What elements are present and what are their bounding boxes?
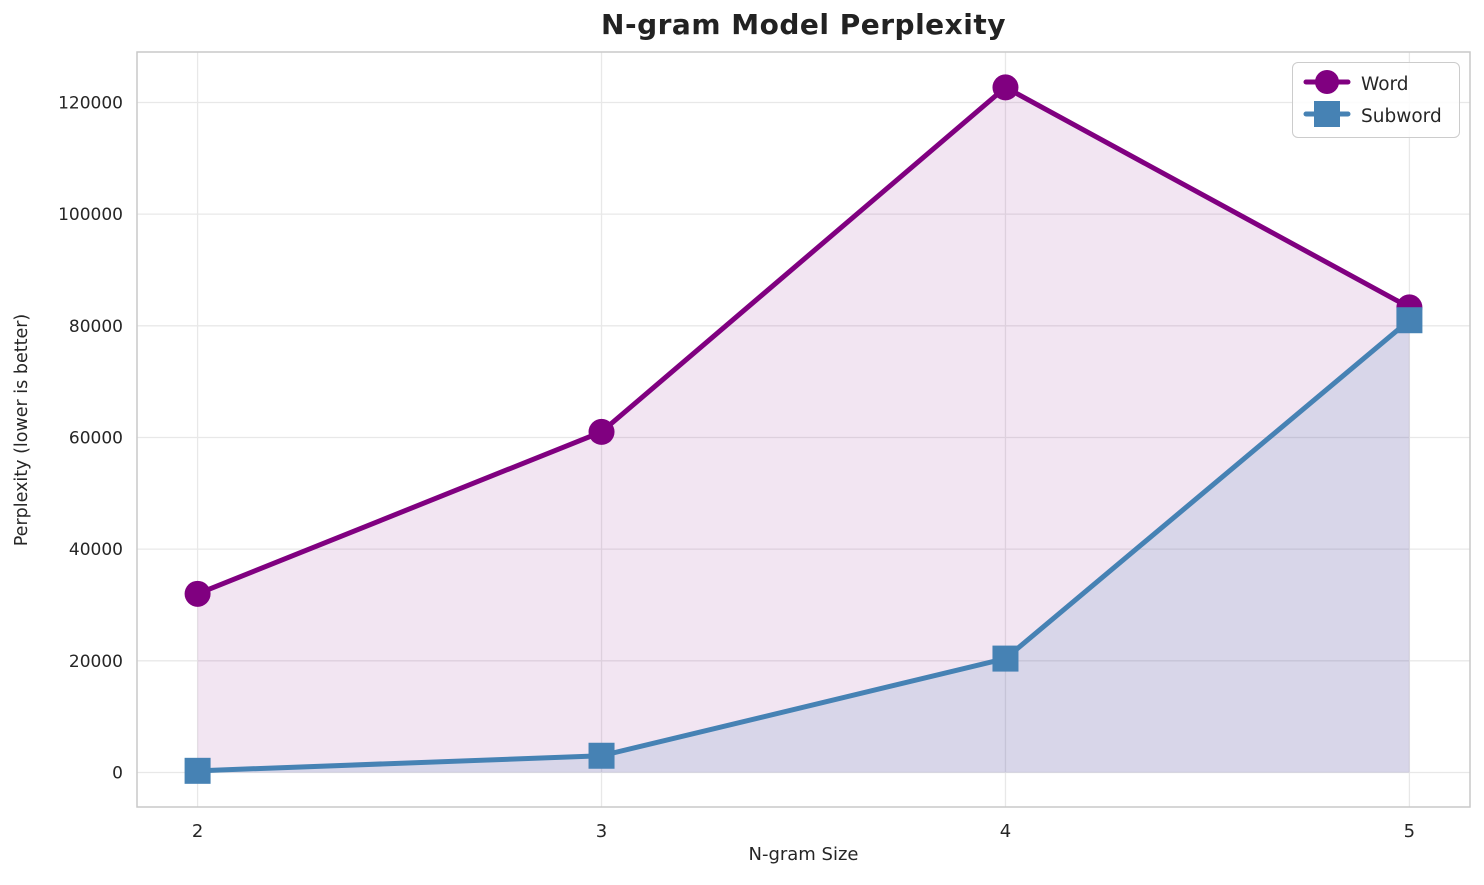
x-tick-label: 5 — [1404, 821, 1415, 842]
x-tick-label: 2 — [192, 821, 203, 842]
y-tick-label: 80000 — [69, 317, 123, 337]
subword-point — [992, 645, 1019, 672]
y-tick-label: 0 — [112, 763, 123, 783]
y-tick-label: 100000 — [58, 205, 123, 225]
y-tick-label: 40000 — [69, 540, 123, 560]
word-line — [195, 84, 1412, 597]
plot-border — [136, 51, 1471, 808]
word-area — [197, 87, 1410, 773]
y-axis-label: Perplexity (lower is better) — [12, 313, 32, 547]
y-tick-label: 120000 — [58, 93, 123, 113]
subword-point — [588, 742, 615, 769]
subword-point — [1396, 307, 1423, 334]
x-axis-label: N-gram Size — [748, 844, 859, 865]
chart-title: N-gram Model Perplexity — [601, 8, 1006, 41]
legend-label-word: Word — [1361, 73, 1409, 95]
y-tick-label: 60000 — [69, 428, 123, 448]
word-marker-icon — [1303, 68, 1351, 100]
subword-line — [195, 317, 1412, 774]
legend-item-subword: Subword — [1303, 100, 1449, 132]
y-tick-label: 20000 — [69, 652, 123, 672]
word-point — [992, 74, 1019, 101]
legend-item-word: Word — [1303, 68, 1449, 100]
word-point — [184, 580, 211, 607]
legend-label-subword: Subword — [1361, 105, 1442, 127]
subword-area — [197, 320, 1410, 773]
subword-marker-icon — [1303, 100, 1351, 132]
legend: Word Subword — [1292, 62, 1460, 138]
x-tick-label: 4 — [1000, 821, 1011, 842]
word-point — [588, 418, 615, 445]
x-tick-label: 3 — [596, 821, 607, 842]
subword-point — [184, 757, 211, 784]
